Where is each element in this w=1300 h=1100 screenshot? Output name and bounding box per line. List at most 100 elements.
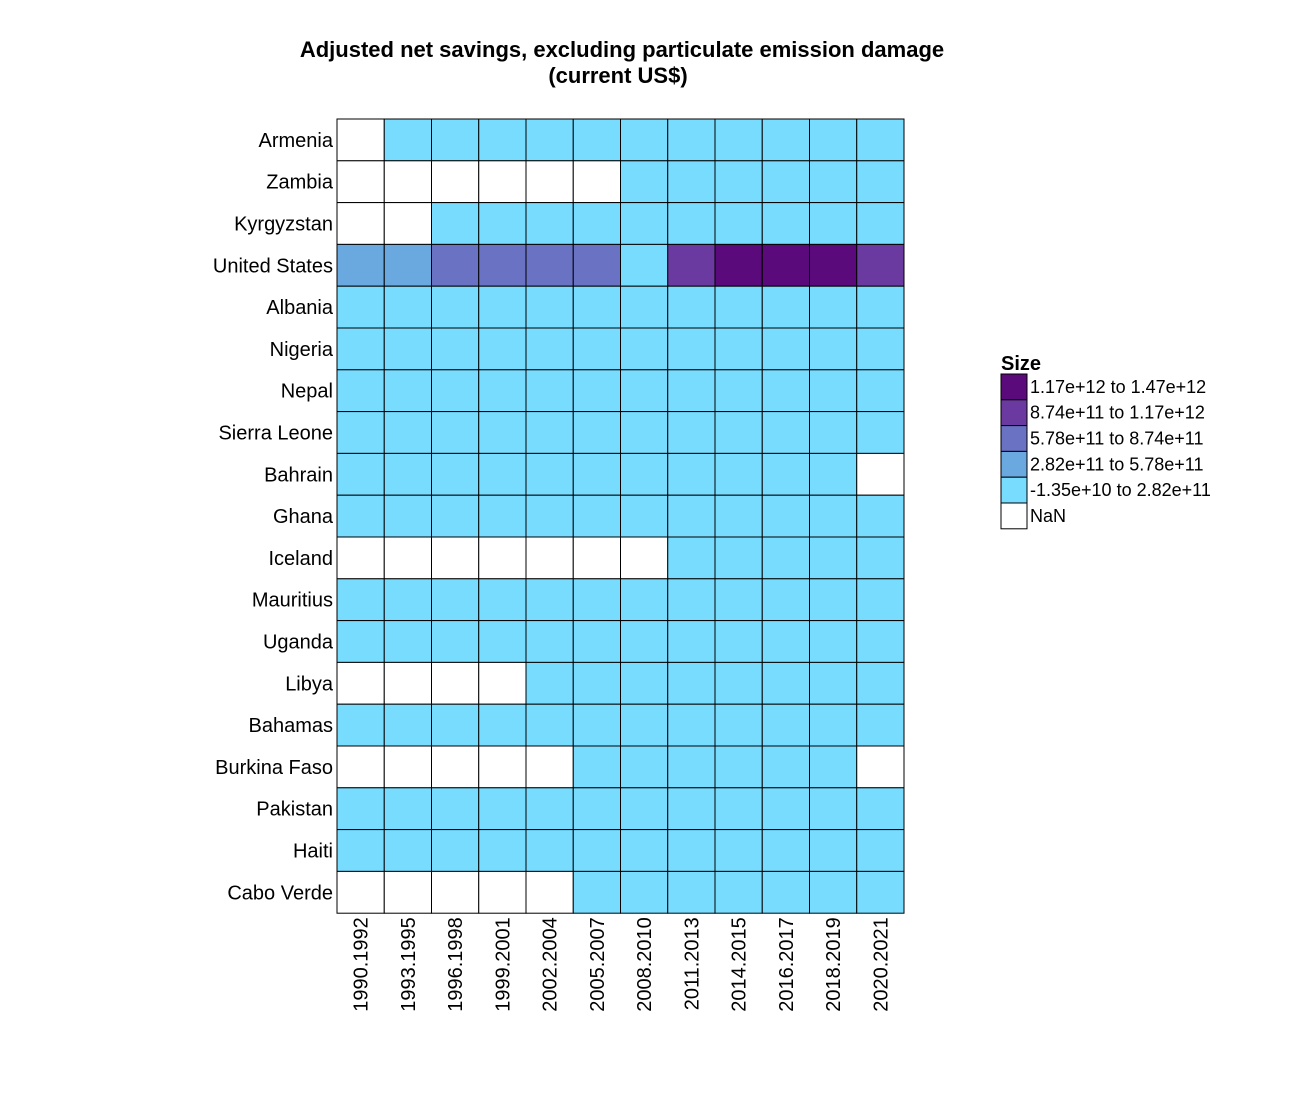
heatmap-cell xyxy=(431,118,480,162)
heatmap-cell xyxy=(856,369,905,413)
heatmap-cell xyxy=(478,829,527,872)
heatmap-cell xyxy=(856,787,905,831)
heatmap-cell xyxy=(809,620,858,663)
heatmap-cell xyxy=(620,494,669,538)
heatmap-cell xyxy=(336,870,385,914)
heatmap-cell xyxy=(667,620,716,663)
heatmap-cell xyxy=(431,411,480,454)
heatmap-cell xyxy=(525,452,574,496)
heatmap-cell xyxy=(714,745,763,789)
heatmap-cell xyxy=(856,745,905,789)
heatmap-cell xyxy=(336,494,385,538)
column-label: 2016.2017 xyxy=(776,917,798,1012)
heatmap-cell xyxy=(336,578,385,622)
heatmap-cell xyxy=(620,285,669,329)
heatmap-cell xyxy=(714,870,763,914)
heatmap-cell xyxy=(714,620,763,663)
heatmap-cell xyxy=(572,620,621,663)
heatmap-cell xyxy=(383,327,432,371)
heatmap-cell xyxy=(431,494,480,538)
row-label: Sierra Leone xyxy=(218,423,333,445)
heatmap-cell xyxy=(431,202,480,245)
heatmap-cell xyxy=(714,243,763,287)
heatmap-cell xyxy=(525,285,574,329)
row-label: Haiti xyxy=(293,841,333,863)
heatmap-cell xyxy=(478,494,527,538)
heatmap-cell xyxy=(667,829,716,872)
heatmap-cell xyxy=(761,327,810,371)
heatmap-cell xyxy=(620,411,669,454)
heatmap-cell xyxy=(525,578,574,622)
chart-subtitle: (current US$) xyxy=(548,63,687,88)
legend-label: -1.35e+10 to 2.82e+11 xyxy=(1030,480,1211,500)
heatmap-cell xyxy=(431,745,480,789)
heatmap-cell xyxy=(572,285,621,329)
heatmap-cell xyxy=(761,369,810,413)
heatmap-cell xyxy=(714,829,763,872)
heatmap-cell xyxy=(714,160,763,204)
column-label: 2008.2010 xyxy=(634,917,656,1012)
heatmap-cell xyxy=(856,620,905,663)
heatmap-cell xyxy=(714,536,763,580)
heatmap-cell xyxy=(478,202,527,245)
heatmap-cells xyxy=(336,118,905,914)
heatmap-cell xyxy=(809,411,858,454)
heatmap-cell xyxy=(809,787,858,831)
heatmap-cell xyxy=(336,787,385,831)
heatmap-cell xyxy=(761,745,810,789)
legend-swatch xyxy=(1000,450,1028,478)
heatmap-cell xyxy=(809,536,858,580)
legend-swatch xyxy=(1000,373,1028,401)
heatmap-cell xyxy=(572,452,621,496)
heatmap-cell xyxy=(525,661,574,705)
row-label: Bahamas xyxy=(249,715,334,737)
column-label: 1996.1998 xyxy=(445,917,467,1012)
row-label: Iceland xyxy=(269,548,334,570)
heatmap-cell xyxy=(431,327,480,371)
heatmap-cell xyxy=(478,327,527,371)
row-label: Albania xyxy=(266,297,334,319)
heatmap-cell xyxy=(478,369,527,413)
heatmap-cell xyxy=(383,703,432,747)
heatmap-cell xyxy=(525,870,574,914)
legend-label: NaN xyxy=(1030,506,1066,526)
heatmap-cell xyxy=(572,494,621,538)
heatmap-cell xyxy=(809,369,858,413)
heatmap-cell xyxy=(714,411,763,454)
heatmap-cell xyxy=(478,578,527,622)
heatmap-cell xyxy=(478,870,527,914)
heatmap-cell xyxy=(856,870,905,914)
heatmap-cell xyxy=(761,452,810,496)
heatmap-cell xyxy=(478,620,527,663)
column-label: 2005.2007 xyxy=(587,917,609,1012)
legend: Size 1.17e+12 to 1.47e+12 8.74e+11 to 1.1… xyxy=(1000,353,1211,530)
row-label: Kyrgyzstan xyxy=(234,214,333,236)
heatmap-cell xyxy=(525,536,574,580)
heatmap-cell xyxy=(431,620,480,663)
row-label: Burkina Faso xyxy=(215,757,333,779)
heatmap-cell xyxy=(431,787,480,831)
heatmap-cell xyxy=(620,620,669,663)
row-label: Ghana xyxy=(273,506,334,528)
heatmap-cell xyxy=(620,661,669,705)
heatmap-cell xyxy=(620,202,669,245)
heatmap-cell xyxy=(336,369,385,413)
heatmap-cell xyxy=(620,243,669,287)
heatmap-cell xyxy=(478,118,527,162)
heatmap-cell xyxy=(620,118,669,162)
heatmap-cell xyxy=(431,829,480,872)
heatmap-cell xyxy=(525,620,574,663)
heatmap-cell xyxy=(809,285,858,329)
heatmap-cell xyxy=(809,745,858,789)
heatmap-cell xyxy=(336,327,385,371)
heatmap-cell xyxy=(714,202,763,245)
heatmap-cell xyxy=(336,118,385,162)
heatmap-cell xyxy=(856,202,905,245)
heatmap-cell xyxy=(383,578,432,622)
row-label: Cabo Verde xyxy=(227,882,333,904)
heatmap-cell xyxy=(383,620,432,663)
column-label: 1990.1992 xyxy=(351,917,373,1012)
heatmap-cell xyxy=(761,787,810,831)
heatmap-cell xyxy=(667,745,716,789)
heatmap-cell xyxy=(761,160,810,204)
